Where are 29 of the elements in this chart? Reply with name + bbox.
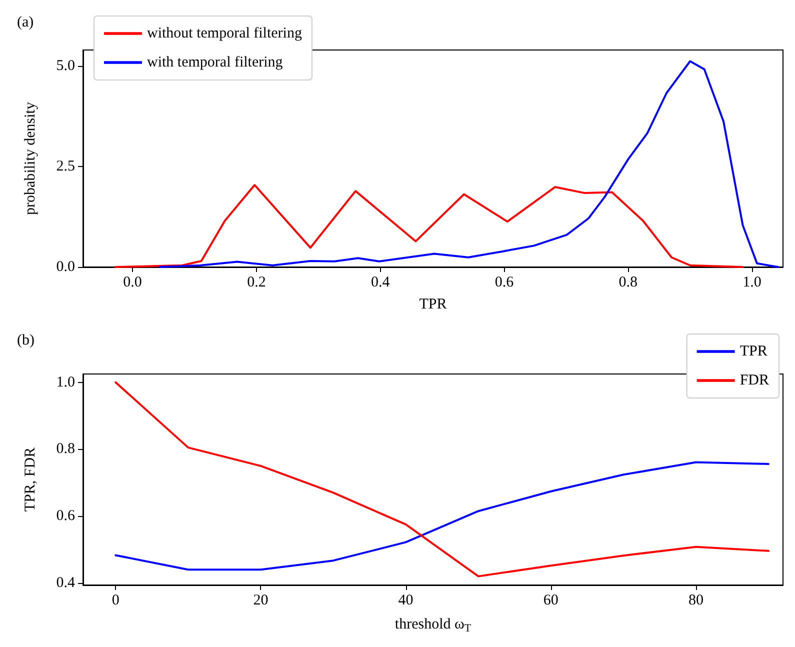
y-tick-label: 0.4	[56, 574, 76, 591]
x-tick-label: 1.0	[742, 274, 762, 290]
y-tick-label: 5.0	[56, 58, 75, 74]
y-axis-title: TPR, FDR	[22, 447, 38, 512]
x-tick-label: 80	[688, 592, 704, 608]
chart-title: (a)	[17, 14, 34, 30]
x-tick-label: 0	[112, 592, 120, 608]
x-tick-label: 0.6	[494, 274, 514, 290]
y-tick-label: 1.0	[56, 374, 75, 390]
chart-title: (b)	[17, 332, 34, 348]
x-axis-title: TPR	[419, 296, 447, 312]
y-tick-label: 2.5	[56, 158, 75, 175]
x-tick-label: 0.2	[247, 274, 266, 290]
y-tick-label: 0.0	[56, 259, 75, 275]
legend-label: without temporal filtering	[147, 26, 302, 42]
legend-label: with temporal filtering	[147, 54, 284, 70]
x-tick-label: 0.8	[618, 274, 638, 290]
line-series	[114, 461, 770, 571]
y-axis-title: probability density	[22, 102, 38, 215]
y-tick-label: 0.6	[56, 508, 76, 524]
x-tick-label: 0.0	[123, 274, 142, 290]
legend-label: FDR	[740, 372, 770, 388]
x-tick-label: 40	[398, 592, 414, 608]
x-tick-label: 60	[543, 592, 558, 608]
x-tick-label: 20	[253, 592, 268, 608]
line-series	[114, 184, 744, 268]
y-tick-label: 0.8	[56, 441, 75, 458]
legend-label: TPR	[740, 344, 768, 360]
x-tick-label: 0.4	[370, 274, 390, 290]
